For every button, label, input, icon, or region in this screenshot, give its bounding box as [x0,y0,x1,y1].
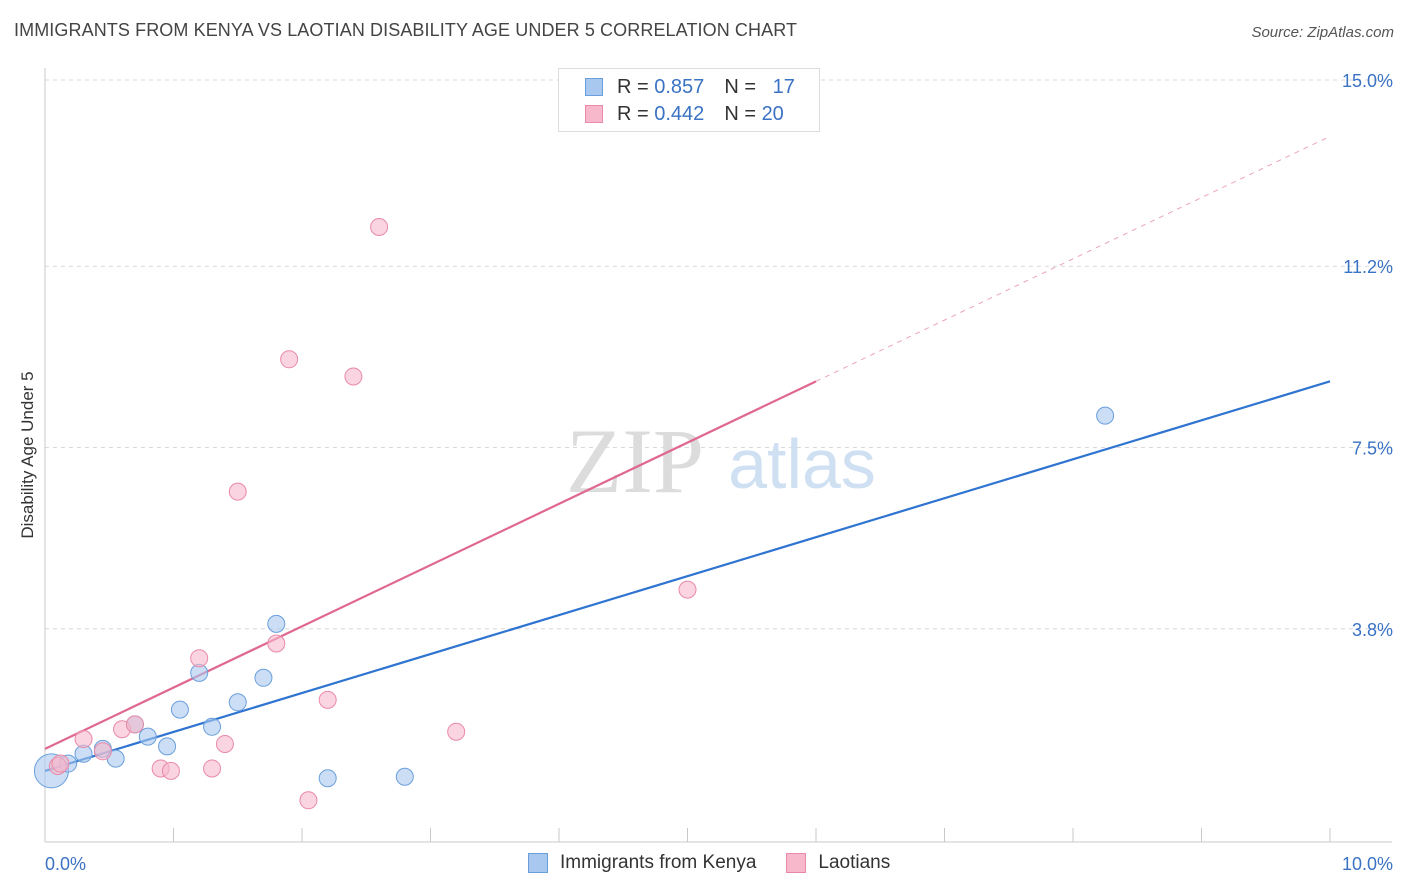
point-laotian-10 [228,482,247,501]
chart-title: IMMIGRANTS FROM KENYA VS LAOTIAN DISABIL… [14,20,798,40]
point-laotian-4 [125,715,144,734]
legend-row-laotian: R = 0.442 N = 20 [585,102,784,126]
point-kenya-15 [395,767,414,786]
point-laotian-12 [280,350,299,369]
point-laotian-8 [203,759,222,778]
point-kenya-14 [318,769,337,788]
point-kenya-10 [203,717,222,736]
legend-row-kenya: R = 0.857 N = 17 [585,75,795,99]
point-laotian-14 [318,690,337,709]
legend-item-kenya[interactable]: Immigrants from Kenya [528,852,756,874]
watermark-atlas: atlas [728,425,876,503]
point-kenya-16 [1096,406,1115,425]
source-label: Source: ZipAtlas.com [1251,24,1394,41]
legend-swatch-kenya [585,78,603,96]
legend-item-laotian[interactable]: Laotians [786,852,890,874]
point-kenya-8 [170,700,189,719]
legend-swatch-laotian [585,105,603,123]
watermark-zip: ZIP [566,410,704,512]
x-tick-label-1: 10.0% [1342,854,1393,874]
watermark: ZIP atlas [566,410,876,512]
legend-r-value: 0.857 [654,75,705,98]
point-kenya-13 [267,614,286,633]
point-laotian-1 [74,730,93,749]
point-laotian-2 [93,742,112,761]
legend-label-kenya: Immigrants from Kenya [560,852,757,873]
point-laotian-9 [215,734,234,753]
legend-n-value: 20 [761,102,784,125]
legend-n-label: N = [724,75,756,98]
legend-n-label: N = [724,102,756,125]
point-kenya-7 [158,737,177,756]
legend-r-label: R = [617,102,649,125]
tick-labels: 3.8% 7.5% 11.2% 15.0% 0.0% 10.0% [45,71,1393,874]
point-kenya-12 [254,668,273,687]
point-laotian-16 [370,218,389,236]
x-tick-label-0: 0.0% [45,854,86,874]
point-laotian-15 [344,367,363,386]
trend-line-kenya [44,380,1331,772]
point-kenya-11 [228,693,247,712]
series-legend: Immigrants from Kenya Laotians [528,852,920,874]
point-kenya-6 [138,727,157,746]
legend-swatch-kenya [528,853,548,873]
point-laotian-11 [267,634,286,653]
y-tick-label-1: 7.5% [1352,439,1393,459]
legend-r-value: 0.442 [654,102,705,125]
y-tick-label-2: 11.2% [1343,257,1393,277]
legend-label-laotian: Laotians [818,852,891,873]
legend-n-value: 17 [772,75,795,98]
point-laotian-7 [190,649,209,668]
legend-swatch-laotian [786,853,807,873]
correlation-legend: R = 0.857 N = 17 R = 0.442 N = 20 [558,68,820,132]
trend-lines [44,135,1331,772]
y-axis-label: Disability Age Under 5 [18,371,37,539]
data-points [33,218,1115,810]
trend-line-laotian [44,380,817,750]
trend-line-laotian-extension [815,135,1331,382]
point-laotian-17 [447,722,466,741]
y-tick-label-0: 3.8% [1352,620,1393,640]
point-laotian-19 [51,754,70,773]
legend-r-label: R = [617,75,649,98]
point-laotian-6 [161,761,180,780]
point-laotian-13 [299,791,318,810]
y-tick-label-3: 15.0% [1342,71,1393,91]
grid-lines [45,79,1392,630]
point-laotian-18 [678,580,697,599]
axes [44,68,1392,843]
